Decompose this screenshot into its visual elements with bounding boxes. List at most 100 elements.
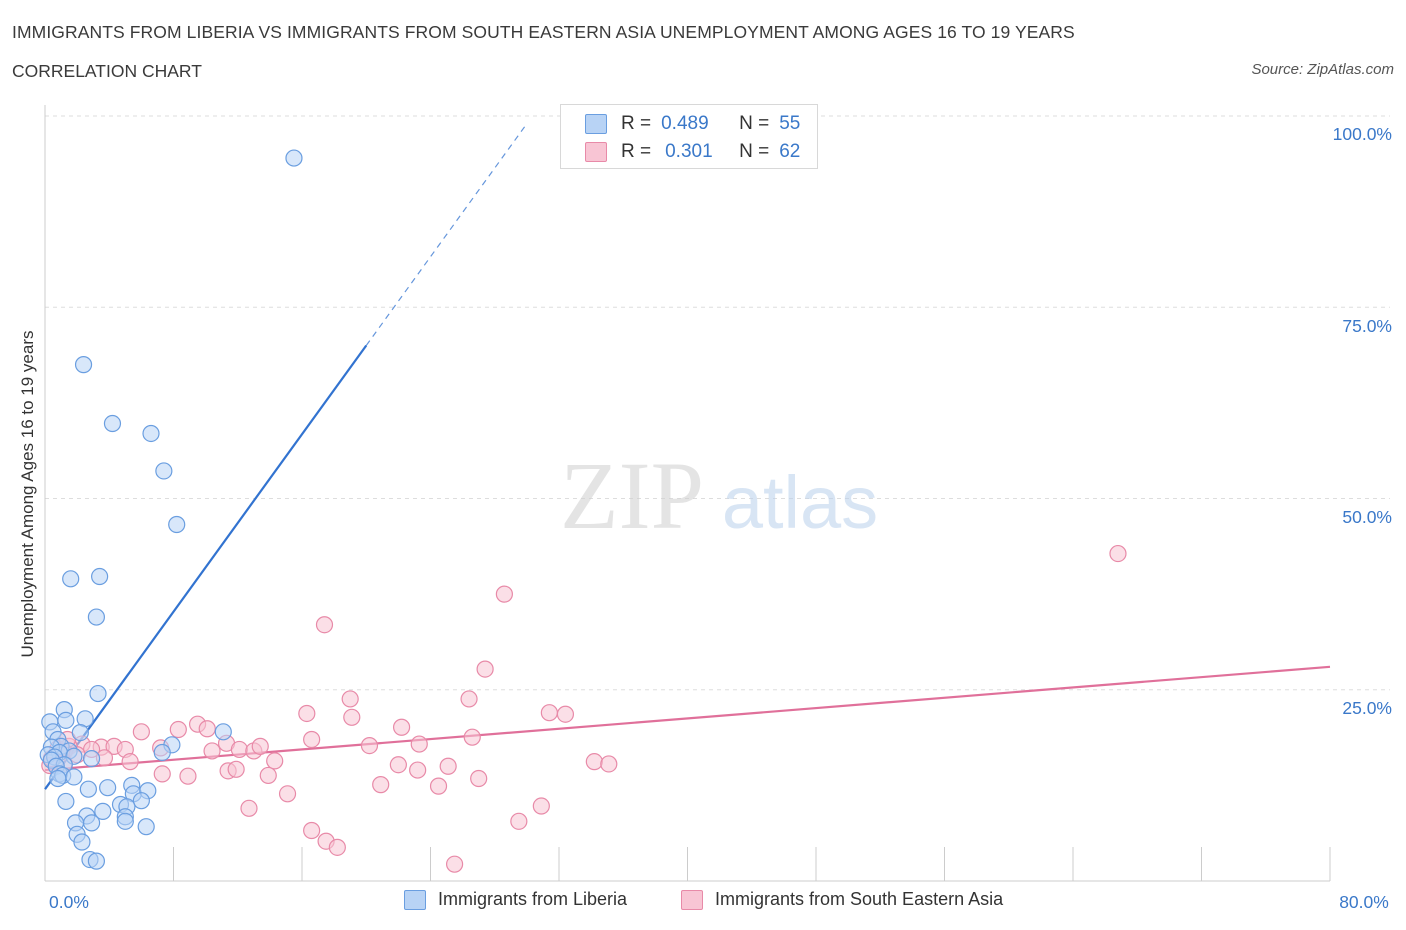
legend-row-sea: R = 0.301 N = 62 <box>585 140 800 164</box>
trend-line-extension-series-1 <box>365 123 528 346</box>
legend-n-value-sea: 62 <box>779 141 801 162</box>
point-series-2-45 <box>179 767 197 785</box>
point-series-1-3 <box>142 424 160 443</box>
legend-r-value-sea: 0.301 <box>665 141 713 162</box>
chart-subtitle: CORRELATION CHART <box>12 61 202 81</box>
point-series-2-0 <box>1109 544 1127 563</box>
point-series-1-1 <box>74 356 93 374</box>
watermark-zip: ZIP <box>560 442 704 549</box>
point-series-2-14 <box>198 720 216 738</box>
point-series-2-15 <box>303 730 321 749</box>
legend-r-label: R = <box>621 113 652 134</box>
point-series-1-47 <box>82 814 101 832</box>
point-series-1-43 <box>94 802 112 820</box>
point-series-2-4 <box>460 690 478 708</box>
watermark: ZIP atlas <box>560 442 878 549</box>
y-tick-label-50: 50.0% <box>1342 507 1392 527</box>
series-swatch-liberia <box>404 889 426 910</box>
source-credit: Source: ZipAtlas.com <box>1251 61 1394 78</box>
correlation-legend: R = 0.489 N = 55 R = 0.301 N = 62 <box>560 104 818 169</box>
point-series-1-7 <box>91 567 109 586</box>
point-series-1-49 <box>137 818 155 836</box>
point-series-2-12 <box>169 720 187 739</box>
point-series-1-37 <box>79 780 97 798</box>
point-series-2-50 <box>429 777 448 795</box>
point-series-2-31 <box>203 742 221 760</box>
legend-r-label: R = <box>621 141 652 162</box>
legend-swatch-sea <box>585 142 607 162</box>
point-series-2-36 <box>389 756 407 774</box>
point-series-2-43 <box>227 760 245 778</box>
point-series-2-53 <box>532 797 550 815</box>
point-series-2-5 <box>341 690 359 708</box>
point-series-2-30 <box>251 737 269 755</box>
point-series-2-8 <box>540 704 558 722</box>
series-swatch-sea <box>681 889 703 910</box>
point-series-2-34 <box>121 753 139 771</box>
point-series-2-46 <box>259 766 277 785</box>
point-series-2-28 <box>230 740 248 759</box>
chart-title: IMMIGRANTS FROM LIBERIA VS IMMIGRANTS FR… <box>12 22 1075 42</box>
point-series-1-9 <box>89 684 107 703</box>
point-series-1-5 <box>168 515 186 534</box>
point-series-2-16 <box>463 728 481 746</box>
legend-r-value-liberia: 0.489 <box>661 113 709 134</box>
y-tick-label-100: 100.0% <box>1333 124 1392 144</box>
point-series-2-49 <box>372 776 390 794</box>
y-tick-label-75: 75.0% <box>1342 316 1392 336</box>
point-series-1-35 <box>99 779 117 797</box>
point-series-2-10 <box>392 718 411 736</box>
point-series-2-38 <box>585 753 603 771</box>
point-series-1-27 <box>82 749 101 768</box>
point-series-1-34 <box>65 768 83 786</box>
point-series-2-9 <box>556 705 575 723</box>
point-series-2-58 <box>445 855 464 873</box>
point-series-1-4 <box>155 462 173 480</box>
points-layer <box>39 149 1127 873</box>
watermark-atlas: atlas <box>722 461 878 544</box>
point-series-1-41 <box>57 792 75 811</box>
point-series-1-54 <box>87 852 106 870</box>
point-series-2-35 <box>266 752 284 770</box>
legend-n-label: N = <box>739 113 770 134</box>
point-series-1-15 <box>71 723 89 742</box>
trend-line-series-1 <box>44 344 368 790</box>
point-series-2-2 <box>315 616 334 634</box>
legend-swatch-liberia <box>585 114 607 134</box>
point-series-1-40 <box>132 792 150 810</box>
point-series-1-33 <box>49 769 67 788</box>
point-series-2-3 <box>476 660 494 678</box>
point-series-2-1 <box>495 585 513 603</box>
point-series-1-6 <box>62 570 80 588</box>
series-name-sea: Immigrants from South Eastern Asia <box>715 889 1004 909</box>
point-series-2-6 <box>298 704 316 723</box>
legend-row-liberia: R = 0.489 N = 55 <box>585 112 800 136</box>
x-tick-label-80: 80.0% <box>1339 892 1389 912</box>
point-series-2-48 <box>470 769 488 788</box>
point-series-2-7 <box>343 708 361 726</box>
point-series-2-55 <box>303 821 321 840</box>
point-series-1-16 <box>214 723 232 741</box>
point-series-2-11 <box>132 723 150 741</box>
point-series-2-18 <box>410 735 428 753</box>
point-series-1-8 <box>87 608 106 626</box>
point-series-2-47 <box>409 761 427 779</box>
series-legend-liberia[interactable]: Immigrants from Liberia <box>404 889 627 910</box>
y-tick-label-25: 25.0% <box>1342 698 1392 718</box>
series-name-liberia: Immigrants from Liberia <box>438 889 628 909</box>
point-series-2-54 <box>510 812 528 830</box>
point-series-1-12 <box>57 711 75 729</box>
point-series-2-51 <box>278 785 297 803</box>
y-axis-label: Unemployment Among Ages 16 to 19 years <box>18 331 37 658</box>
point-series-2-52 <box>240 799 258 817</box>
point-series-2-39 <box>600 755 618 773</box>
legend-n-label: N = <box>739 141 770 162</box>
point-series-1-23 <box>153 743 171 762</box>
point-series-2-44 <box>153 765 171 783</box>
series-legend: Immigrants from Liberia Immigrants from … <box>0 889 1406 915</box>
legend-n-value-liberia: 55 <box>779 113 801 134</box>
point-series-1-2 <box>103 414 122 433</box>
point-series-2-57 <box>328 838 346 856</box>
series-legend-sea[interactable]: Immigrants from South Eastern Asia <box>681 889 1003 910</box>
